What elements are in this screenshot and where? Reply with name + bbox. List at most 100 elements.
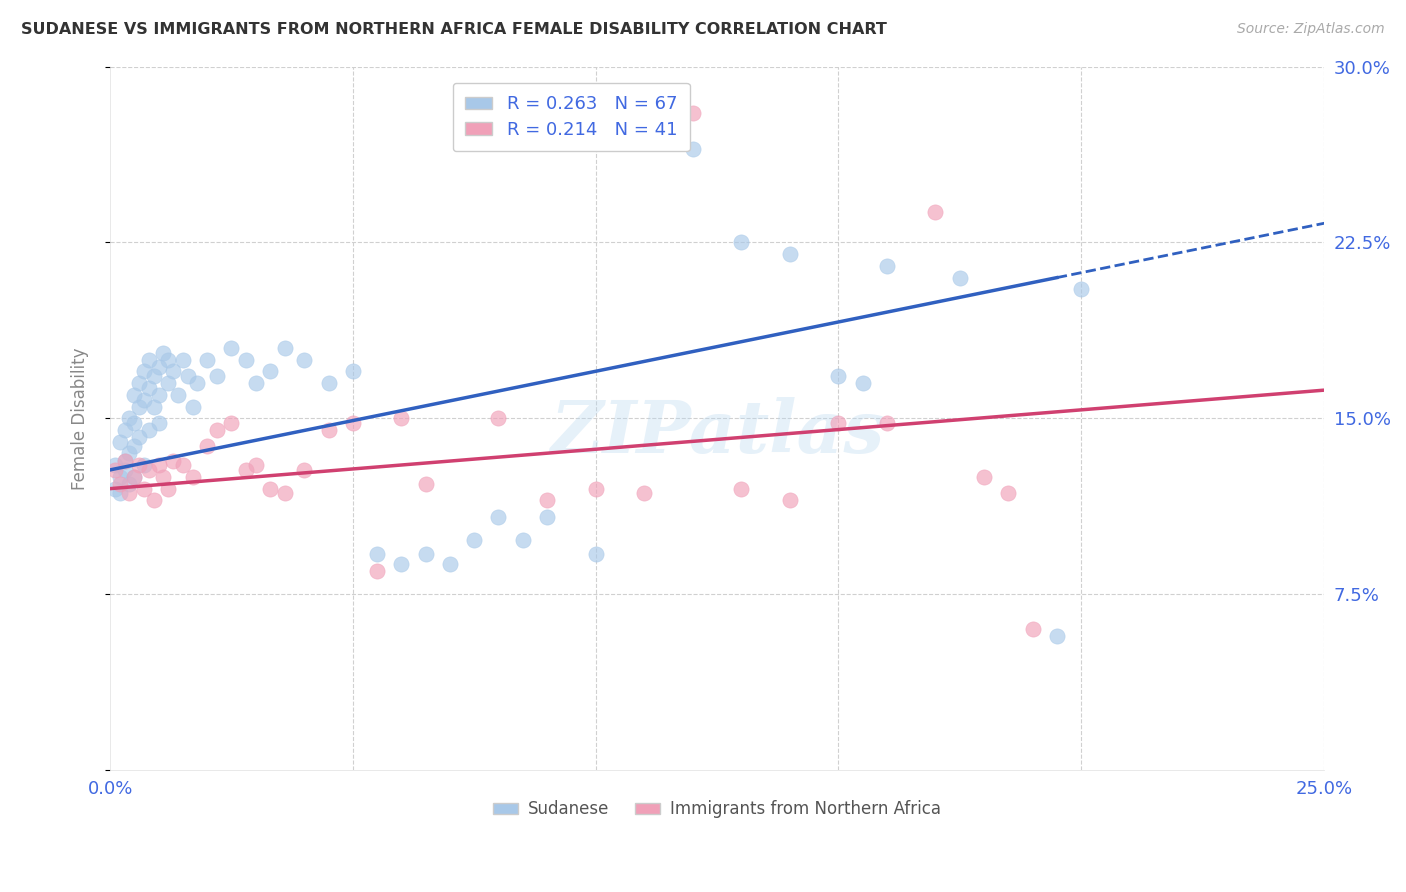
Point: [366, 564, 388, 578]
Point: [827, 416, 849, 430]
Point: [124, 470, 146, 484]
Point: [389, 411, 412, 425]
Point: [274, 486, 297, 500]
Point: [924, 205, 946, 219]
Text: ZIPatlas: ZIPatlas: [550, 397, 884, 468]
Point: [195, 439, 218, 453]
Point: [1070, 282, 1092, 296]
Point: [292, 352, 315, 367]
Point: [779, 247, 801, 261]
Point: [128, 376, 150, 391]
Point: [104, 463, 127, 477]
Point: [118, 411, 141, 425]
Point: [181, 470, 204, 484]
Point: [342, 364, 364, 378]
Point: [177, 369, 200, 384]
Point: [186, 376, 208, 391]
Point: [118, 477, 141, 491]
Text: SUDANESE VS IMMIGRANTS FROM NORTHERN AFRICA FEMALE DISABILITY CORRELATION CHART: SUDANESE VS IMMIGRANTS FROM NORTHERN AFR…: [21, 22, 887, 37]
Point: [512, 533, 534, 548]
Point: [172, 458, 194, 473]
Point: [195, 352, 218, 367]
Point: [876, 259, 898, 273]
Point: [108, 470, 131, 484]
Point: [104, 458, 127, 473]
Point: [536, 509, 558, 524]
Point: [245, 458, 267, 473]
Point: [585, 482, 607, 496]
Point: [118, 486, 141, 500]
Point: [142, 400, 165, 414]
Point: [318, 376, 340, 391]
Point: [162, 453, 184, 467]
Point: [172, 352, 194, 367]
Point: [157, 376, 180, 391]
Point: [148, 388, 170, 402]
Point: [949, 270, 972, 285]
Point: [730, 482, 752, 496]
Point: [205, 369, 228, 384]
Point: [124, 470, 146, 484]
Point: [138, 352, 160, 367]
Point: [132, 364, 155, 378]
Point: [463, 533, 485, 548]
Point: [142, 493, 165, 508]
Point: [682, 142, 704, 156]
Point: [997, 486, 1019, 500]
Point: [852, 376, 875, 391]
Point: [488, 411, 510, 425]
Point: [108, 486, 131, 500]
Point: [730, 235, 752, 250]
Point: [181, 400, 204, 414]
Point: [779, 493, 801, 508]
Point: [245, 376, 267, 391]
Point: [132, 458, 155, 473]
Point: [633, 130, 655, 145]
Point: [108, 477, 131, 491]
Point: [682, 106, 704, 120]
Point: [389, 557, 412, 571]
Point: [633, 486, 655, 500]
Point: [138, 423, 160, 437]
Point: [138, 463, 160, 477]
Point: [235, 352, 257, 367]
Point: [104, 482, 127, 496]
Point: [366, 547, 388, 561]
Point: [827, 369, 849, 384]
Point: [162, 364, 184, 378]
Point: [128, 458, 150, 473]
Point: [488, 509, 510, 524]
Point: [973, 470, 995, 484]
Y-axis label: Female Disability: Female Disability: [72, 347, 89, 490]
Point: [259, 364, 281, 378]
Point: [415, 547, 437, 561]
Point: [114, 453, 136, 467]
Point: [342, 416, 364, 430]
Point: [167, 388, 190, 402]
Point: [292, 463, 315, 477]
Point: [157, 352, 180, 367]
Point: [152, 470, 174, 484]
Point: [235, 463, 257, 477]
Point: [157, 482, 180, 496]
Point: [114, 453, 136, 467]
Point: [148, 359, 170, 374]
Point: [439, 557, 461, 571]
Point: [124, 416, 146, 430]
Point: [148, 458, 170, 473]
Point: [142, 369, 165, 384]
Point: [1021, 623, 1043, 637]
Point: [585, 547, 607, 561]
Text: Source: ZipAtlas.com: Source: ZipAtlas.com: [1237, 22, 1385, 37]
Point: [132, 392, 155, 407]
Point: [124, 439, 146, 453]
Point: [114, 463, 136, 477]
Point: [152, 345, 174, 359]
Point: [415, 477, 437, 491]
Point: [132, 482, 155, 496]
Point: [318, 423, 340, 437]
Point: [128, 400, 150, 414]
Legend: Sudanese, Immigrants from Northern Africa: Sudanese, Immigrants from Northern Afric…: [486, 794, 948, 825]
Point: [108, 434, 131, 449]
Point: [536, 493, 558, 508]
